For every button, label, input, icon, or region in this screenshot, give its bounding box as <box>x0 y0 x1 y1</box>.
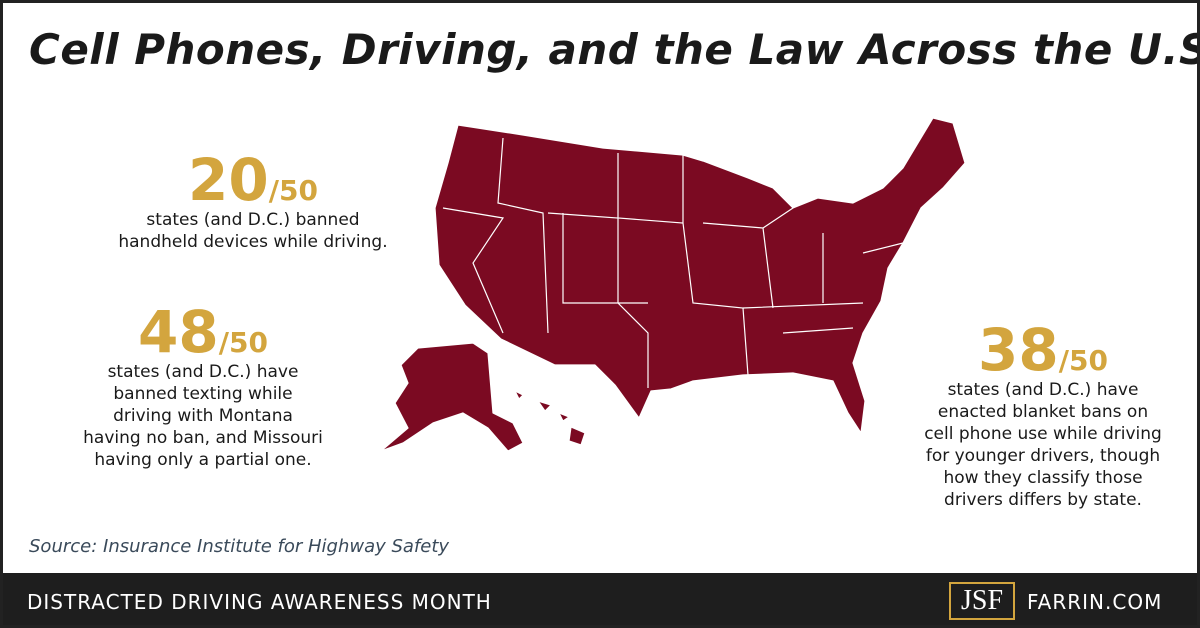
stat-text: enacted blanket bans on <box>937 402 1149 422</box>
stat-text: driving with Montana <box>113 406 293 426</box>
stat-text: for younger drivers, though <box>925 446 1161 466</box>
stat-text: drivers differs by state. <box>944 490 1142 510</box>
stat-head: 20/50 <box>113 151 393 209</box>
hawaii <box>514 390 586 446</box>
title: Cell Phones, Driving, and the Law Across… <box>29 25 1200 74</box>
stat-text: banned texting while <box>113 384 293 404</box>
lower-48 <box>434 117 966 434</box>
stat-text: having no ban, and Missouri <box>83 428 323 448</box>
stat-text: handheld devices while driving. <box>118 232 388 252</box>
stat-text: states (and D.C.) have <box>947 380 1139 400</box>
stat-text: states (and D.C.) have <box>107 362 299 382</box>
source: Source: Insurance Institute for Highway … <box>29 536 450 557</box>
state-lines <box>442 137 904 388</box>
stat-total: /50 <box>268 174 318 207</box>
stat-number: 38 <box>978 316 1059 384</box>
stat-text: states (and D.C.) banned <box>146 210 360 230</box>
stat-head: 38/50 <box>898 321 1188 379</box>
stat-total: /50 <box>1058 344 1108 377</box>
logo: JSF <box>949 582 1015 620</box>
stat: 20/50 states (and D.C.) banned handheld de… <box>113 151 393 253</box>
stat: 38/50 states (and D.C.) have enacted blank… <box>898 321 1188 511</box>
stat-text: cell phone use while driving <box>924 424 1162 444</box>
stat-number: 20 <box>188 146 269 214</box>
stat-head: 48/50 <box>53 303 353 361</box>
stat-text: having only a partial one. <box>94 450 312 470</box>
footer-text: DISTRACTED DRIVING AWARENESS MONTH <box>27 590 492 614</box>
alaska <box>380 342 524 452</box>
footer: DISTRACTED DRIVING AWARENESS MONTH JSF F… <box>3 573 1197 625</box>
stat-number: 48 <box>138 298 219 366</box>
site-link: FARRIN.COM <box>1027 590 1163 614</box>
stat-text: how they classify those <box>943 468 1143 488</box>
stat-total: /50 <box>218 326 268 359</box>
us-map <box>380 117 966 452</box>
stat: 48/50 states (and D.C.) have banned textin… <box>53 303 353 471</box>
